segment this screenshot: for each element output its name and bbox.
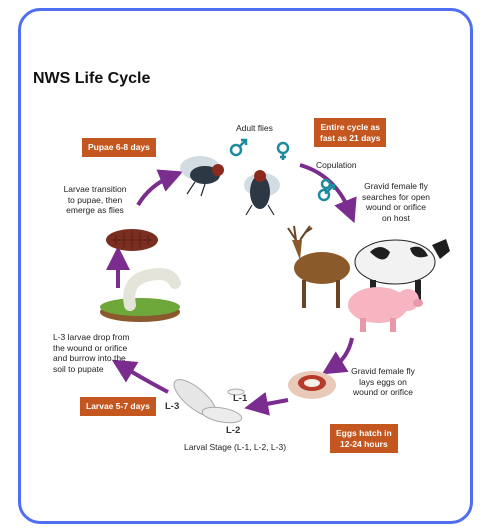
label-line: soil to pupate — [53, 364, 130, 375]
burrowing-larva — [100, 274, 180, 322]
label-line: the wound or orifice — [53, 343, 130, 354]
egg-wound — [288, 371, 336, 399]
label-line: wound or orifice — [350, 202, 442, 213]
larva-label: L-3 — [165, 402, 179, 413]
label-line: Gravid female fly — [340, 366, 426, 377]
larvae-box: Larvae 5-7 days — [80, 397, 156, 416]
label-line: L-1 — [233, 394, 247, 405]
cycle-arrows — [118, 165, 352, 406]
label-line: wound or orifice — [340, 387, 426, 398]
label-line: L-2 — [226, 426, 240, 437]
page: NWS Life Cycle — [0, 0, 483, 531]
label-line: and burrow into the — [53, 353, 130, 364]
label-line: searches for open — [350, 192, 442, 203]
label-line: to pupae, then — [50, 195, 140, 206]
label-line: lays eggs on — [340, 377, 426, 388]
pupa — [106, 229, 158, 251]
box-text: Pupae 6-8 days — [88, 142, 150, 153]
label-line: Larval Stage (L-1, L-2, L-3) — [170, 442, 300, 453]
box-text: Entire cycle as — [320, 122, 380, 133]
label-line: on host — [350, 213, 442, 224]
label-line: Copulation — [316, 160, 357, 171]
pupae-box: Pupae 6-8 days — [82, 138, 156, 157]
box-text: 12-24 hours — [336, 439, 392, 450]
label: Adult flies — [236, 123, 273, 134]
box-text: Eggs hatch in — [336, 428, 392, 439]
host-animals — [288, 226, 450, 332]
label: Larval Stage (L-1, L-2, L-3) — [170, 442, 300, 453]
label-line: L-3 — [165, 402, 179, 413]
larva-label: L-2 — [226, 426, 240, 437]
larva-label: L-1 — [233, 394, 247, 405]
label-line: Larvae transition — [50, 184, 140, 195]
label-line: emerge as flies — [50, 205, 140, 216]
box-text: fast as 21 days — [320, 133, 380, 144]
box-text: Larvae 5-7 days — [86, 401, 150, 412]
label: Copulation — [316, 160, 357, 171]
label-line: L-3 larvae drop from — [53, 332, 130, 343]
label-line: Gravid female fly — [350, 181, 442, 192]
adult-flies — [180, 156, 280, 215]
label-line: Adult flies — [236, 123, 273, 134]
